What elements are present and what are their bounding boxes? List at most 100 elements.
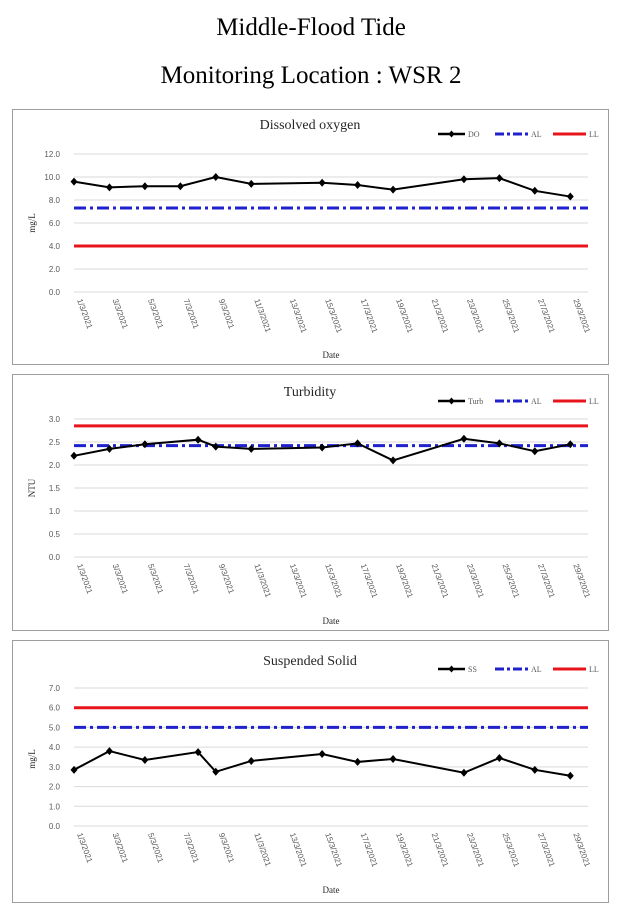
data-point-marker <box>212 173 220 181</box>
x-tick-label: 15/3/2021 <box>323 832 344 869</box>
x-tick-label: 17/3/2021 <box>359 832 380 869</box>
x-tick-label: 23/3/2021 <box>465 563 486 600</box>
turbidity-chart-panel: Turbidity 0.0 0.5 1.0 1.5 2.0 2.5 3.0 1/3/2021 3/… <box>12 374 609 631</box>
data-point-marker <box>247 756 255 765</box>
data-point-marker <box>194 748 202 757</box>
x-tick-label: 29/3/2021 <box>571 298 592 335</box>
y-tick-label: 1.5 <box>49 484 61 493</box>
data-point-marker <box>318 443 326 452</box>
chart-title: Turbidity <box>284 385 336 400</box>
y-tick-label: 8.0 <box>49 196 61 205</box>
y-tick-label: 1.0 <box>49 802 61 811</box>
x-tick-label: 1/3/2021 <box>75 832 94 865</box>
y-tick-label: 0.0 <box>49 288 61 297</box>
data-point-marker <box>566 440 574 449</box>
x-tick-label: 15/3/2021 <box>323 298 344 335</box>
x-tick-label: 27/3/2021 <box>536 298 557 335</box>
data-point-marker <box>389 456 397 465</box>
legend-al-label: AL <box>531 665 542 674</box>
x-tick-label: 27/3/2021 <box>536 563 557 600</box>
y-tick-label: 10.0 <box>44 173 60 182</box>
x-tick-label: 15/3/2021 <box>323 563 344 600</box>
x-tick-label: 19/3/2021 <box>394 832 415 869</box>
x-tick-label: 9/3/2021 <box>217 832 236 865</box>
data-point-marker <box>354 181 362 190</box>
legend-series-label: SS <box>468 665 477 674</box>
y-axis-title: NTU <box>27 478 37 497</box>
data-point-marker <box>141 440 149 449</box>
data-point-marker <box>212 442 220 451</box>
y-tick-label: 0.0 <box>49 553 61 562</box>
page-subtitle: Monitoring Location : WSR 2 <box>160 62 462 89</box>
suspended-solid-chart-panel: Suspended Solid 0.0 1.0 2.0 3.0 4.0 5.0 6.0 7.0 1… <box>12 640 609 903</box>
data-point-marker <box>460 768 468 777</box>
data-point-marker <box>389 754 397 763</box>
legend-ll-label: LL <box>589 130 599 139</box>
data-point-marker <box>460 434 468 443</box>
x-tick-label: 21/3/2021 <box>430 298 451 335</box>
dissolved-oxygen-chart-panel: Dissolved oxygen 0.0 2.0 4.0 6.0 8.0 10.0 12.0 1… <box>12 109 609 365</box>
legend-series-label: DO <box>468 130 480 139</box>
data-point-marker <box>495 753 503 762</box>
x-tick-label: 7/3/2021 <box>181 832 200 865</box>
x-tick-label: 17/3/2021 <box>359 563 380 600</box>
x-tick-label: 23/3/2021 <box>465 832 486 869</box>
y-tick-label: 2.5 <box>49 438 61 447</box>
x-tick-label: 17/3/2021 <box>359 298 380 335</box>
x-tick-label: 29/3/2021 <box>571 563 592 600</box>
data-point-marker <box>495 174 503 183</box>
y-tick-label: 0.5 <box>49 530 61 539</box>
x-tick-label: 7/3/2021 <box>181 563 200 596</box>
y-tick-label: 3.0 <box>49 415 61 424</box>
x-tick-label: 19/3/2021 <box>394 298 415 335</box>
data-point-marker <box>105 747 113 756</box>
x-axis-title: Date <box>323 885 340 895</box>
x-tick-label: 1/3/2021 <box>75 298 94 331</box>
x-tick-label: 29/3/2021 <box>571 832 592 869</box>
page-title: Middle-Flood Tide <box>216 14 406 41</box>
data-point-marker <box>389 185 397 194</box>
legend-al-label: AL <box>531 130 542 139</box>
y-tick-label: 2.0 <box>49 783 61 792</box>
x-tick-label: 3/3/2021 <box>111 832 130 865</box>
data-point-marker <box>70 451 78 460</box>
x-tick-label: 3/3/2021 <box>111 298 130 331</box>
y-tick-label: 5.0 <box>49 723 61 732</box>
data-point-marker <box>460 175 468 184</box>
data-point-marker <box>194 435 202 444</box>
data-point-marker <box>247 444 255 453</box>
data-point-marker <box>141 182 149 191</box>
data-point-marker <box>70 765 78 774</box>
x-tick-label: 25/3/2021 <box>500 832 521 869</box>
x-tick-label: 9/3/2021 <box>217 563 236 596</box>
legend-series-marker <box>448 130 455 138</box>
x-tick-label: 11/3/2021 <box>252 298 273 334</box>
x-tick-label: 21/3/2021 <box>430 563 451 600</box>
y-axis-title: mg/L <box>27 213 37 233</box>
x-axis-title: Date <box>323 350 340 360</box>
y-tick-label: 6.0 <box>49 219 61 228</box>
data-point-marker <box>354 439 362 448</box>
x-tick-label: 13/3/2021 <box>288 563 309 600</box>
legend-series-marker <box>448 665 455 673</box>
legend-series-label: Turb <box>468 397 483 406</box>
legend-al-label: AL <box>531 397 542 406</box>
y-axis-title: mg/L <box>27 749 37 769</box>
x-tick-label: 9/3/2021 <box>217 298 236 331</box>
x-tick-label: 13/3/2021 <box>288 298 309 335</box>
x-tick-label: 25/3/2021 <box>500 298 521 335</box>
y-tick-label: 1.0 <box>49 507 61 516</box>
y-tick-label: 12.0 <box>44 150 60 159</box>
data-point-marker <box>495 439 503 448</box>
x-tick-label: 13/3/2021 <box>288 832 309 869</box>
x-tick-label: 7/3/2021 <box>181 298 200 331</box>
chart-title: Dissolved oxygen <box>260 118 361 133</box>
x-tick-label: 11/3/2021 <box>252 563 273 599</box>
suspended-solid-chart: Suspended Solid 0.0 1.0 2.0 3.0 4.0 5.0 6.0 7.0 1… <box>27 654 599 895</box>
dissolved-oxygen-chart: Dissolved oxygen 0.0 2.0 4.0 6.0 8.0 10.0 12.0 1… <box>27 118 599 360</box>
legend-series-marker <box>448 397 455 405</box>
data-point-marker <box>247 179 255 188</box>
legend-ll-label: LL <box>589 397 599 406</box>
data-point-marker <box>105 183 113 192</box>
x-tick-label: 3/3/2021 <box>111 563 130 596</box>
